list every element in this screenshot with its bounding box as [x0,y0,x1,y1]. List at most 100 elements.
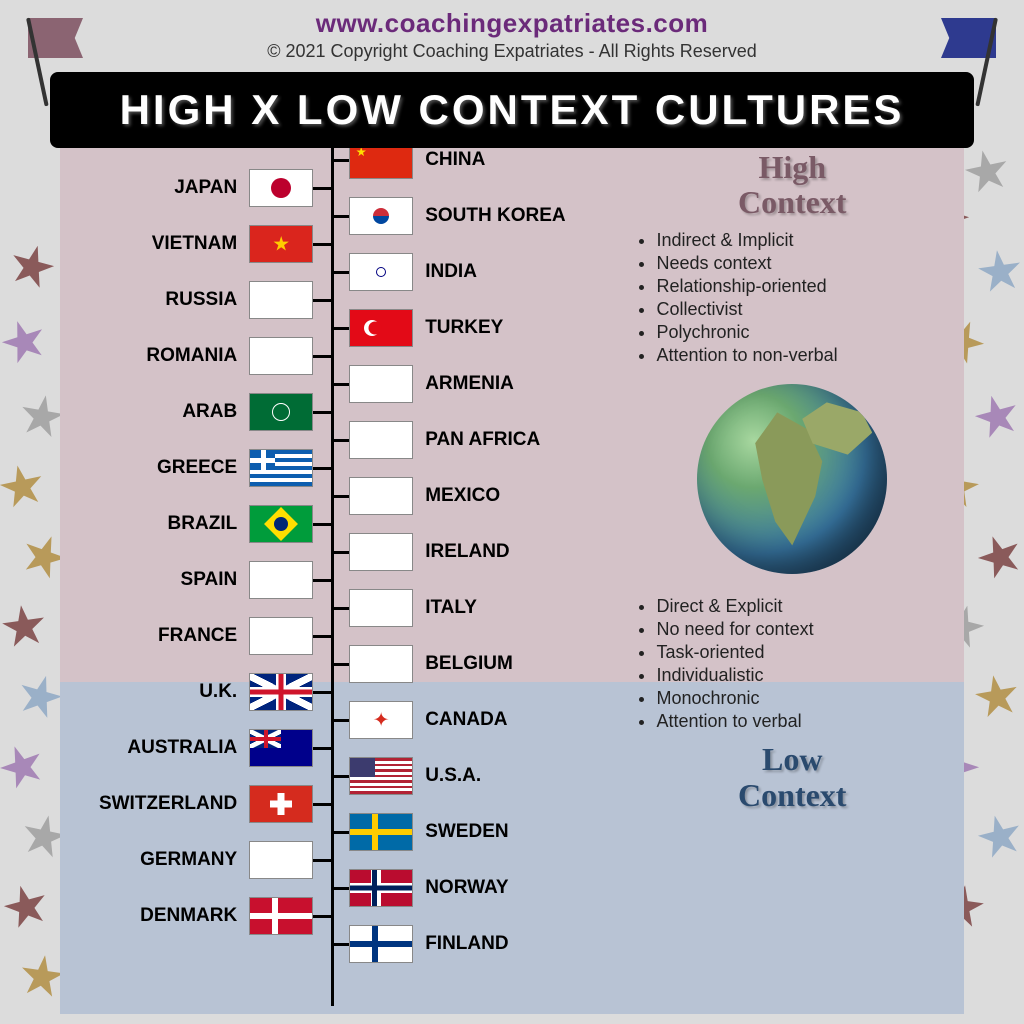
flag-armenia [349,365,413,403]
star-icon [0,461,48,513]
globe-icon [697,384,887,574]
bullet-item: Collectivist [656,299,956,320]
tick [331,159,349,162]
star-icon [0,602,49,652]
country-label: INDIA [425,261,477,283]
country-label: NORWAY [425,877,508,899]
country-row: MEXICO [60,476,602,516]
bullet-item: No need for context [656,619,956,640]
flag-finland [349,925,413,963]
country-row: IRELAND [60,532,602,572]
star-icon [0,880,53,934]
tick [313,579,331,582]
bullet-item: Attention to verbal [656,711,956,732]
tick [331,831,349,834]
country-label: IRELAND [425,541,509,563]
flag-mexico [349,477,413,515]
tick [331,551,349,554]
bullet-item: Individualistic [656,665,956,686]
country-row: ARMENIA [60,364,602,404]
star-icon [5,240,59,294]
star-icon [0,314,52,369]
flag-ireland [349,533,413,571]
country-row: PAN AFRICA [60,420,602,460]
bullet-item: Direct & Explicit [656,596,956,617]
tick [313,859,331,862]
tick [313,635,331,638]
tick [331,719,349,722]
country-row: FINLAND [60,924,602,964]
high-title-l2: Context [738,184,846,220]
flag-italy [349,589,413,627]
country-label: ITALY [425,597,477,619]
tick [313,803,331,806]
flag-banner-right [934,10,1014,80]
tick [313,467,331,470]
tick [313,411,331,414]
country-label: PAN AFRICA [425,429,540,451]
tick [331,215,349,218]
country-row: U.S.A. [60,756,602,796]
high-title-l1: High [758,149,826,185]
flag-banner-left [10,10,90,80]
country-row: ✦ CANADA [60,700,602,740]
tick [331,327,349,330]
tick [313,691,331,694]
flag-turkey [349,309,413,347]
country-row: INDIA [60,252,602,292]
header: www.coachingexpatriates.com © 2021 Copyr… [0,0,1024,62]
country-label: SWEDEN [425,821,508,843]
tick [331,887,349,890]
flag-sweden [349,813,413,851]
country-row: SOUTH KOREA [60,196,602,236]
country-label: U.S.A. [425,765,481,787]
country-label: SOUTH KOREA [425,205,565,227]
tick [331,271,349,274]
website-url: www.coachingexpatriates.com [0,8,1024,39]
flag-canada: ✦ [349,701,413,739]
country-label: MEXICO [425,485,500,507]
tick [313,747,331,750]
tick [313,523,331,526]
country-row: ITALY [60,588,602,628]
country-label: ARMENIA [425,373,514,395]
low-context-title: Low Context [628,742,956,812]
flag-skorea [349,197,413,235]
flag-panafrica [349,421,413,459]
star-icon [975,247,1024,297]
flag-norway [349,869,413,907]
flag-india [349,253,413,291]
flag-usa [349,757,413,795]
tick [331,439,349,442]
country-row: SWEDEN [60,812,602,852]
star-icon [970,390,1024,444]
bullet-item: Monochronic [656,688,956,709]
country-row: BELGIUM [60,644,602,684]
content-area: JAPANVIETNAMRUSSIAROMANIAARABGREECEBRAZI… [60,140,964,1014]
tick [331,495,349,498]
tick [313,915,331,918]
high-context-title: High Context [628,150,956,220]
tick [313,187,331,190]
country-label: FINLAND [425,933,508,955]
star-icon [972,672,1023,723]
country-label: TURKEY [425,317,503,339]
high-context-bullets: Indirect & ImplicitNeeds contextRelation… [628,230,956,366]
tick [331,663,349,666]
country-label: CANADA [425,709,507,731]
low-title-l1: Low [762,741,822,777]
tick [313,299,331,302]
country-label: CHINA [425,149,485,171]
bullet-item: Needs context [656,253,956,274]
page-title: HIGH X LOW CONTEXT CULTURES [50,72,974,148]
tick [331,943,349,946]
star-icon [961,146,1013,198]
bullet-item: Indirect & Implicit [656,230,956,251]
bullet-item: Polychronic [656,322,956,343]
star-icon [0,739,50,795]
copyright-text: © 2021 Copyright Coaching Expatriates - … [0,41,1024,62]
tick [313,355,331,358]
country-row: TURKEY [60,308,602,348]
info-panel: High Context Indirect & ImplicitNeeds co… [620,140,964,823]
star-icon [972,529,1024,585]
